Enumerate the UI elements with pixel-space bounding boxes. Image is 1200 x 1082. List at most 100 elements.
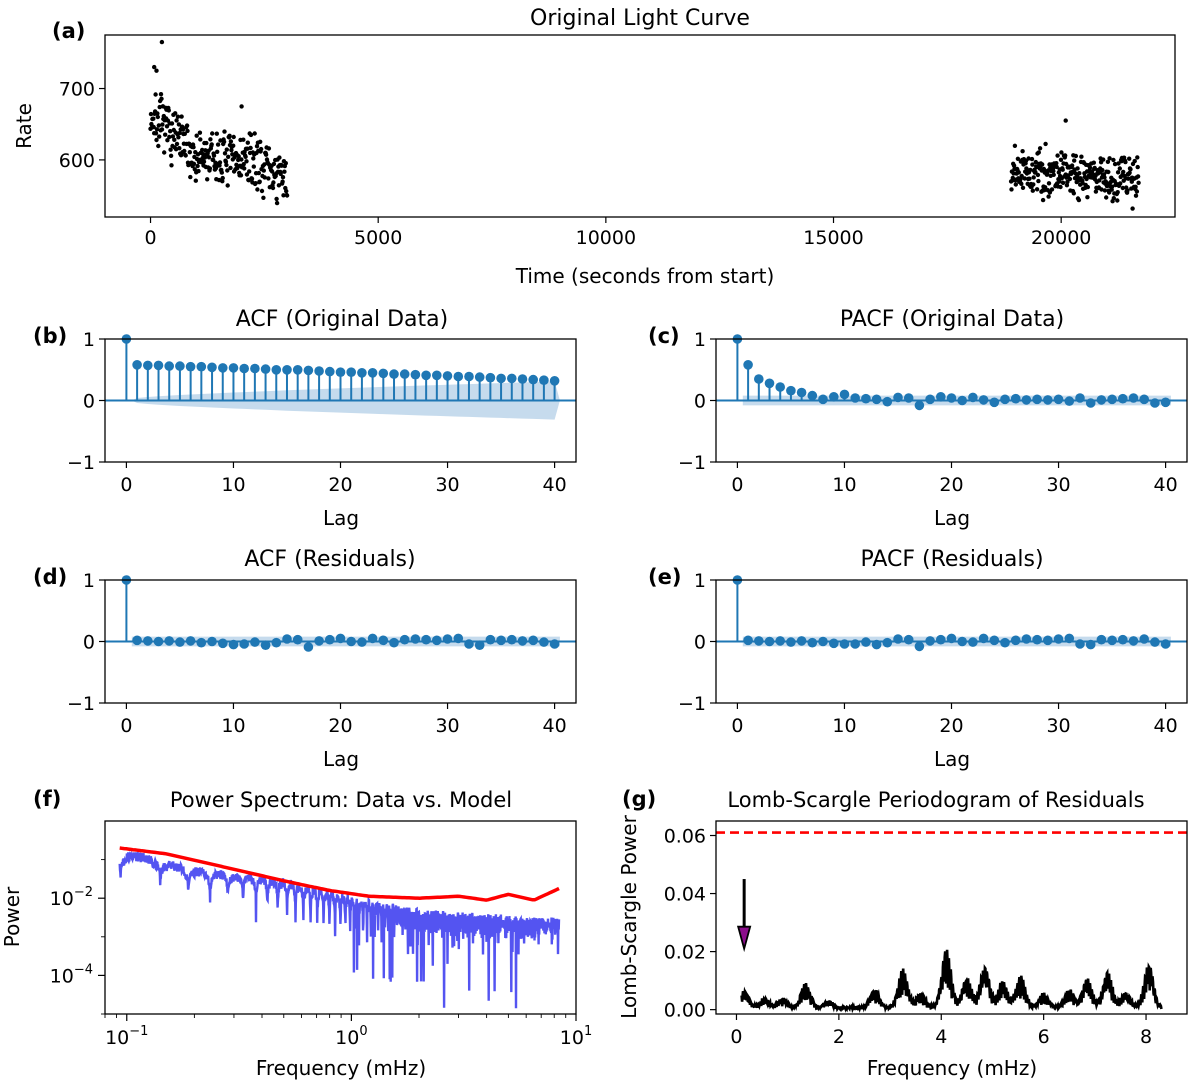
stem-marker [260, 640, 271, 650]
stem-marker [775, 382, 785, 392]
stem-marker [764, 636, 775, 647]
stem-marker [250, 363, 260, 374]
light-curve-point [193, 178, 198, 183]
light-curve-point [1111, 196, 1117, 201]
stem-marker [303, 642, 314, 652]
xlabel-c: Lag [934, 506, 970, 530]
stem-marker [1021, 395, 1032, 405]
stem-marker [1053, 634, 1064, 644]
light-curve-point [236, 154, 241, 159]
stem-marker [153, 636, 164, 647]
light-curve-point [271, 161, 277, 167]
light-curve-point [1020, 149, 1025, 154]
light-curve-point [1135, 174, 1141, 179]
stem-marker [1160, 397, 1171, 408]
ylabel-f: Power [0, 886, 24, 947]
light-curve-point [1022, 176, 1027, 181]
light-curve-point [202, 155, 208, 160]
light-curve-point [284, 193, 290, 198]
light-curve-point [280, 175, 286, 180]
light-curve-point [219, 170, 224, 175]
stem-marker [1000, 394, 1010, 405]
stem-marker [1032, 634, 1042, 645]
light-curve-point [207, 166, 213, 171]
tick-exponent: 0 [359, 1024, 367, 1039]
light-curve-point [261, 168, 266, 173]
x-tick-label: 30 [1046, 715, 1070, 737]
stem-marker [1107, 635, 1117, 646]
stem-marker [218, 363, 228, 373]
stem-marker [829, 638, 839, 649]
light-curve-point [1133, 193, 1139, 198]
periodogram-line [740, 949, 1163, 1014]
light-curve-point [1055, 153, 1060, 158]
y-tick-label: 1 [694, 329, 706, 351]
chart-title-f: Power Spectrum: Data vs. Model [170, 788, 512, 812]
light-curve-point [278, 171, 283, 177]
light-curve-point [249, 176, 255, 181]
light-curve-point [253, 181, 258, 186]
light-curve-point [1135, 164, 1140, 170]
stem-marker [474, 640, 485, 650]
light-curve-point [1115, 190, 1120, 195]
stem-marker [410, 369, 421, 380]
stem-marker [143, 360, 153, 371]
light-curve-point [154, 127, 160, 132]
stem-marker [861, 637, 871, 647]
light-curve-point [257, 179, 262, 184]
light-curve-point [1100, 167, 1105, 173]
light-curve-point [269, 169, 275, 174]
stem-marker [346, 636, 357, 647]
stem-marker [164, 636, 174, 646]
light-curve-point [263, 152, 269, 157]
light-curve-point [224, 147, 229, 152]
light-curve-point [155, 111, 160, 116]
stem-marker [325, 366, 335, 377]
light-curve-point [1040, 197, 1046, 203]
y-tick-label: 1 [694, 570, 706, 592]
xlabel-d: Lag [323, 747, 359, 771]
light-curve-point [255, 187, 260, 192]
model-spectrum-line [119, 846, 560, 902]
light-curve-point [1063, 118, 1068, 123]
light-curve-point [168, 147, 173, 152]
panel-label-c: (c) [648, 324, 680, 348]
stem-marker [1160, 639, 1171, 649]
light-curve-point [262, 175, 267, 180]
panel-e-pacf-residuals: (e) PACF (Residuals) 0 10 20 30 40 −1 0 1 Lag [648, 547, 1188, 771]
stem-marker [549, 376, 560, 386]
light-curve-point [154, 137, 159, 143]
y-tick-label-a: 600 [59, 150, 95, 172]
light-curve-point [1043, 141, 1048, 147]
light-curve-point [1060, 167, 1065, 172]
stem-marker [1043, 395, 1053, 405]
light-curve-point [153, 131, 159, 136]
light-curve-point [1115, 170, 1121, 175]
tick-exponent: 1 [584, 1024, 592, 1039]
stem-marker [1043, 635, 1053, 646]
light-curve-point [1067, 176, 1073, 182]
panel-a-light-curve: (a) Original Light Curve 0 5000 10000 15000… [12, 6, 1176, 288]
x-tick-label: 0 [731, 715, 743, 737]
light-curve-point [156, 123, 161, 128]
stem-marker [1032, 394, 1042, 405]
light-curve-point [259, 188, 265, 194]
light-curve-point [281, 193, 286, 198]
stem-marker [164, 361, 174, 371]
light-curve-point [1064, 183, 1070, 188]
y-tick-label: 0 [694, 391, 706, 413]
light-curve-point [1106, 169, 1111, 175]
stem-marker [786, 637, 796, 647]
stem-marker [357, 368, 367, 378]
stem-marker [367, 368, 378, 378]
light-curve-point [1104, 195, 1109, 200]
light-curve-point [1012, 143, 1018, 148]
light-curve-point [1079, 154, 1084, 159]
light-curve-point [204, 140, 209, 146]
arrow-head [736, 925, 752, 953]
stem-marker [850, 393, 860, 403]
x-tick-label: 10 [832, 715, 856, 737]
light-curve-point [159, 96, 164, 102]
panel-label-f: (f) [33, 787, 61, 811]
stem-marker [399, 634, 410, 645]
